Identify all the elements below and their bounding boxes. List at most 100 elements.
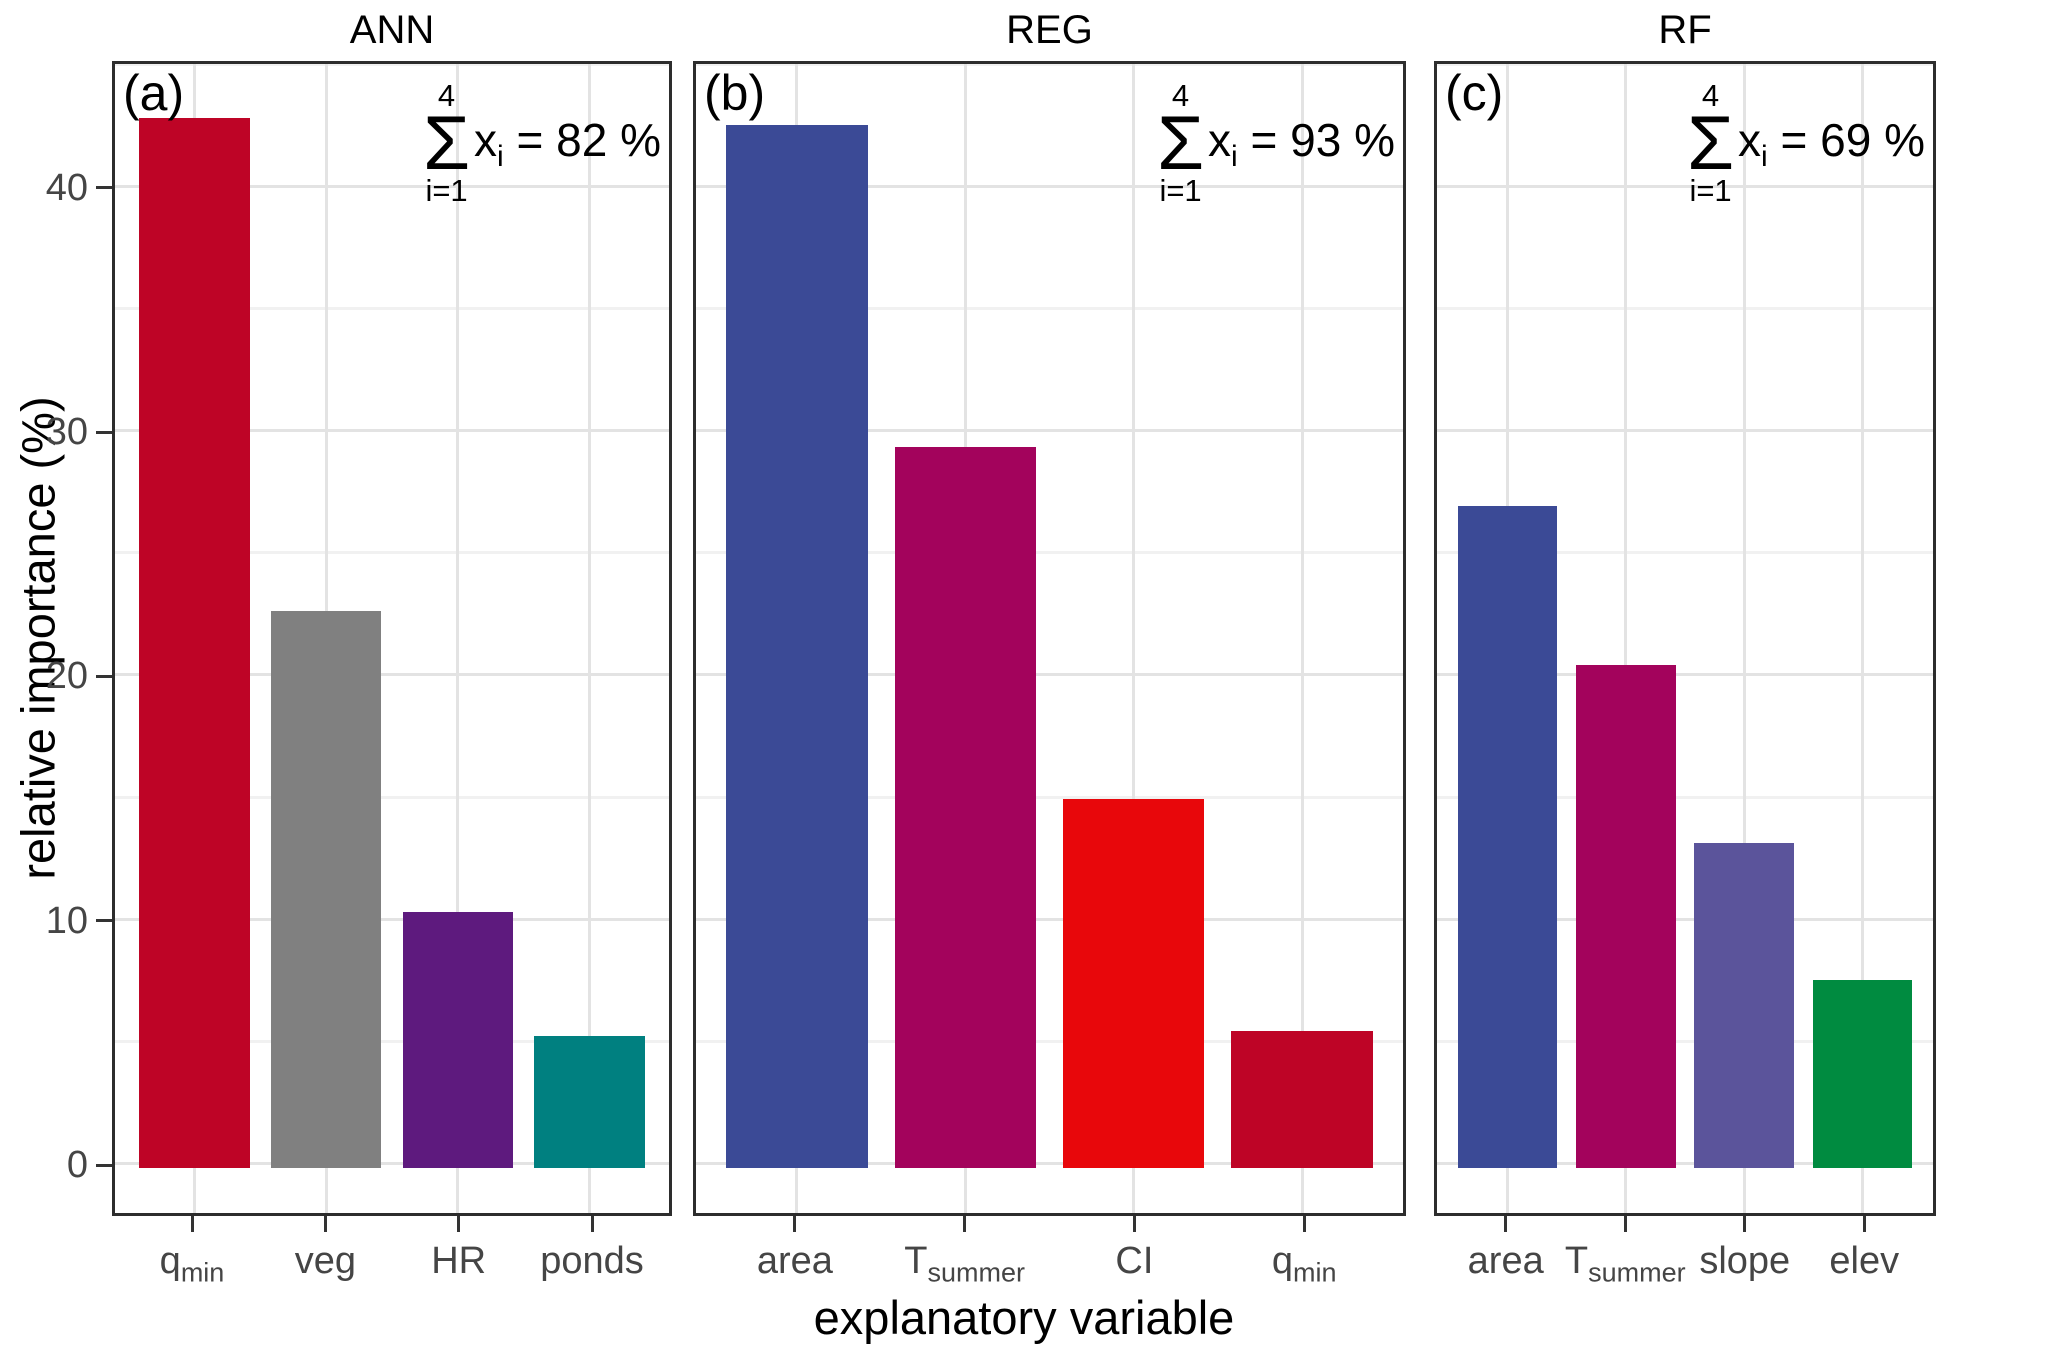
sigma-symbol: Σ [423, 100, 471, 186]
y-tick-label: 40 [45, 166, 88, 209]
panel-letter: (b) [704, 65, 766, 121]
sum-equation: xi = 93 % [1208, 113, 1395, 174]
sum-upper-bound: 4 [437, 78, 456, 113]
gridline-major-h [1437, 1162, 1933, 1165]
sum-result: = 69 % [1767, 114, 1925, 167]
sum-equation: xi = 69 % [1738, 113, 1925, 174]
gridline-major-h [696, 673, 1403, 677]
facet-title-ann: ANN [349, 8, 435, 52]
facet-title-rf: RF [1658, 8, 1712, 52]
sigma-symbol: Σ [1687, 100, 1735, 186]
x-tick [1743, 1216, 1747, 1232]
x-tick-label-t-summer: Tsummer [1515, 1240, 1735, 1289]
x-tick-label-t-summer: Tsummer [855, 1240, 1075, 1289]
facet-title-reg: REG [1006, 8, 1093, 52]
gridline-minor-h [1437, 1039, 1933, 1043]
sum-upper-bound: 4 [1701, 78, 1720, 113]
sigma-symbol: Σ [1157, 100, 1205, 186]
sum-lower-bound: i=1 [1689, 172, 1732, 208]
x-tick [1132, 1216, 1136, 1232]
x-tick [190, 1216, 194, 1232]
x-tick-label-main: area [1467, 1240, 1544, 1282]
x-tick [963, 1216, 967, 1232]
bar-veg [270, 611, 382, 1168]
gridline-major-h [115, 917, 669, 921]
gridline-major-h [1437, 673, 1933, 677]
x-tick-label-main: slope [1699, 1240, 1791, 1282]
sum-result: = 93 % [1237, 114, 1395, 167]
y-tick [96, 674, 112, 678]
gridline-minor-h [696, 795, 1403, 799]
y-tick-label: 10 [45, 899, 88, 942]
gridline-minor-h [1437, 64, 1933, 66]
x-tick-label-main: veg [294, 1240, 356, 1282]
sum-result: = 82 % [503, 114, 661, 167]
x-tick-label-main: elev [1829, 1240, 1900, 1282]
gridline-major-h [115, 184, 669, 188]
sum-equation: xi = 82 % [474, 113, 661, 174]
x-tick [590, 1216, 594, 1232]
gridline-major-h [115, 673, 669, 677]
x-tick-label-ci: CI [1024, 1240, 1244, 1283]
y-tick [96, 1163, 112, 1167]
sum-variable: x [1208, 114, 1232, 167]
bar-area [726, 124, 868, 1168]
x-tick [1302, 1216, 1306, 1232]
x-tick [1623, 1216, 1627, 1232]
bar-elev [1812, 979, 1912, 1168]
sum-upper-bound: 4 [1171, 78, 1190, 113]
x-tick [457, 1216, 461, 1232]
x-tick-label-area: area [1396, 1240, 1616, 1283]
x-tick-label-slope: slope [1635, 1240, 1855, 1283]
x-tick-label-main: HR [431, 1240, 487, 1282]
gridline-major-v [1132, 64, 1136, 1213]
gridline-major-v [1624, 64, 1628, 1213]
bar-q-min [1231, 1031, 1373, 1168]
x-tick-label-main: q [159, 1240, 181, 1282]
gridline-minor-h [696, 306, 1403, 310]
x-tick-label-veg: veg [215, 1240, 435, 1283]
x-tick-label-main: T [1564, 1240, 1589, 1282]
gridline-minor-h [696, 64, 1403, 66]
gridline-major-h [696, 429, 1403, 433]
x-tick-label-hr: HR [349, 1240, 569, 1283]
bar-slope [1694, 843, 1794, 1168]
x-tick-label-main: ponds [540, 1240, 644, 1282]
gridline-major-v [588, 64, 592, 1213]
panel-letter: (c) [1445, 65, 1504, 121]
gridline-major-v [1860, 64, 1864, 1213]
x-tick-label-main: area [756, 1240, 833, 1282]
x-tick-label-q-min: qmin [82, 1240, 302, 1289]
gridline-major-h [1437, 917, 1933, 921]
gridline-major-h [115, 429, 669, 433]
x-tick-label-sub: min [180, 1257, 225, 1288]
x-tick-label-ponds: ponds [482, 1240, 702, 1283]
bar-hr [402, 911, 514, 1168]
sum-lower-bound: i=1 [1159, 172, 1202, 208]
gridline-minor-h [115, 551, 669, 555]
x-tick-label-area: area [685, 1240, 905, 1283]
x-tick-label-elev: elev [1754, 1240, 1974, 1283]
gridline-minor-h [115, 1039, 669, 1043]
gridline-minor-h [1437, 795, 1933, 799]
gridline-minor-h [696, 551, 1403, 555]
x-tick-label-main: T [904, 1240, 928, 1282]
y-tick-label: 0 [66, 1144, 88, 1186]
x-tick [793, 1216, 797, 1232]
y-tick [96, 186, 112, 190]
bar-q-min [138, 117, 250, 1168]
gridline-major-h [1437, 184, 1933, 188]
x-tick-label-sub: summer [927, 1257, 1025, 1288]
gridline-major-v [456, 64, 460, 1213]
bar-ponds [534, 1036, 646, 1168]
sum-lower-bound: i=1 [425, 172, 468, 208]
x-tick [1862, 1216, 1866, 1232]
